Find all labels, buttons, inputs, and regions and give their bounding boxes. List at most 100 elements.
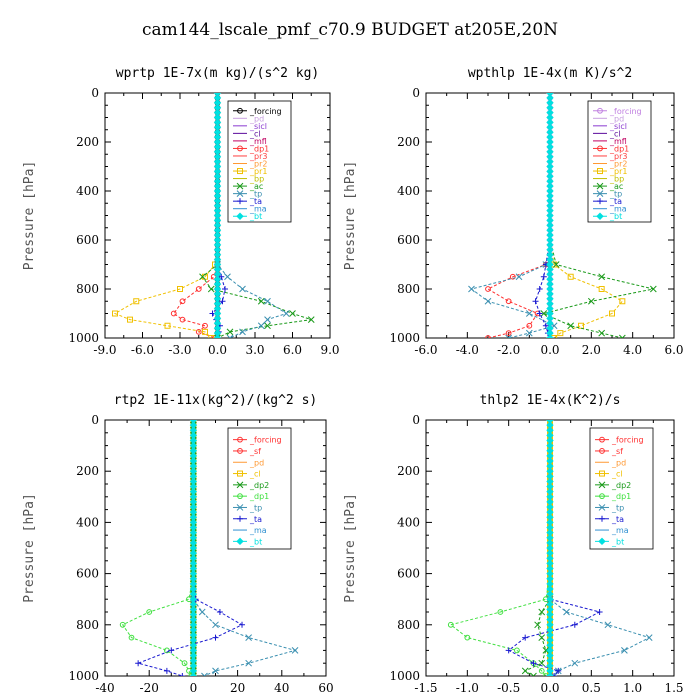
x-tick-label: 2.0 [582,343,601,357]
legend-label: _sf [611,447,623,456]
data-point [567,273,574,280]
x-tick-label: -40 [95,681,114,695]
series-layer [468,93,657,338]
legend-label: _cl [609,129,621,138]
legend-label: _bp [609,175,624,184]
legend: _forcing_pd_sicl_cl_mfl_dp1_pr3_pr2_pr1_… [587,100,652,223]
data-point [468,285,475,293]
data-point [168,647,175,654]
series-bt [546,420,554,676]
data-point [485,335,491,338]
legend-marker [237,470,243,477]
legend-label: _forcing [249,107,282,116]
panel-title: wpthlp 1E-4x(m K)/s^2 [468,66,632,81]
data-point [546,334,554,338]
y-tick-label: 200 [76,135,99,149]
legend-label: _ma [611,526,629,535]
data-point [119,621,126,628]
data-point [146,609,153,615]
legend-label: _bt [611,537,624,546]
data-point [555,667,562,674]
legend-label: _tp [609,190,622,199]
legend-label: _cl [249,470,261,479]
data-point [245,659,253,667]
data-point [264,297,271,305]
data-point [216,609,223,615]
data-point [505,647,512,654]
data-point [189,672,198,676]
legend-label: _forcing [611,436,644,445]
data-point [219,298,226,305]
legend-label: _pd [249,114,264,123]
data-point [202,322,208,329]
legend-label: _tp [611,503,624,512]
legend-marker [599,493,605,500]
y-tick-label: 200 [76,464,99,478]
legend-label: _ma [609,205,627,214]
legend-label: _cl [611,470,623,479]
legend-marker [236,212,244,220]
legend-label: _bt [249,212,262,221]
data-point [239,285,246,293]
series-ta [505,420,603,676]
data-point [245,634,253,641]
legend-marker [237,493,243,500]
legend-label: _dp2 [611,481,631,490]
data-point [571,621,578,628]
legend-marker [237,145,243,152]
legend-label: _mfl [609,137,627,146]
data-point [587,297,595,305]
legend-marker [597,107,603,114]
x-tick-label: -6.0 [131,343,154,357]
x-tick-label: -0.5 [497,681,520,695]
legend-marker [237,198,243,205]
data-point [214,334,221,338]
data-point [604,621,612,629]
y-tick-label: 0 [412,413,420,427]
legend-marker [237,436,243,443]
data-point [264,316,271,323]
data-point [621,647,628,654]
data-point [222,286,228,292]
data-point [291,647,299,654]
x-tick-label: -1.0 [456,681,479,695]
data-point [540,273,547,280]
series-bt [189,420,198,676]
legend-label: _sicl [249,122,267,131]
data-point [505,330,512,337]
data-point [598,286,605,292]
figure-title: cam144_lscale_pmf_c70.9 BUDGET at205E,20… [141,20,559,40]
x-tick-label: 0.0 [540,343,559,357]
legend-marker [598,504,606,511]
series-line [524,420,551,676]
y-tick-label: 600 [397,567,420,581]
legend-label: _dp1 [609,144,629,153]
y-tick-label: 1000 [68,331,99,345]
y-tick-label: 200 [397,464,420,478]
data-point [536,310,543,317]
data-point [596,609,603,615]
data-point [649,285,657,293]
data-point [530,672,537,676]
data-point [164,322,171,329]
data-point [567,322,575,330]
legend-label: _ma [249,526,267,535]
legend-label: _sicl [609,122,627,131]
legend-marker [596,212,604,220]
data-point [578,322,584,329]
x-tick-label: 6.0 [664,343,683,357]
data-point [464,634,471,641]
series-bt [546,93,554,338]
y-axis-label: Pressure [hPa] [343,493,358,603]
series-dp1 [447,420,551,676]
legend-label: _pd [611,458,626,467]
x-tick-label: 4.0 [623,343,642,357]
data-point [534,621,541,629]
y-tick-label: 800 [76,282,99,296]
y-tick-label: 400 [397,515,420,529]
data-point [505,298,512,305]
data-point [128,634,135,641]
